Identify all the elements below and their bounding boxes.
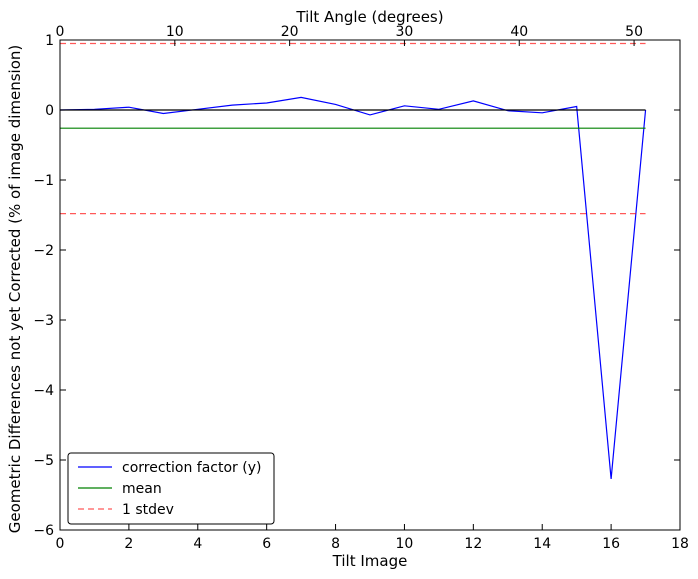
top-x-tick-label: 40 — [510, 24, 528, 40]
x-tick-label: 4 — [193, 536, 202, 552]
x-tick-label: 6 — [262, 536, 271, 552]
x-tick-label: 2 — [124, 536, 133, 552]
legend: correction factor (y) mean 1 stdev — [67, 452, 275, 525]
y-tick-label: −2 — [33, 243, 54, 259]
x-tick-label: 0 — [56, 536, 65, 552]
series-line-0 — [59, 96, 647, 479]
x-tick-label: 16 — [602, 536, 620, 552]
legend-box — [67, 452, 275, 525]
top-x-tick-label: 10 — [166, 24, 184, 40]
x-tick-label: 12 — [464, 536, 482, 552]
top-x-axis-title: Tilt Angle (degrees) — [295, 8, 443, 26]
plot-lines — [59, 42, 647, 479]
top-x-tick-label: 30 — [396, 24, 414, 40]
top-x-tick-label: 50 — [625, 24, 643, 40]
legend-label: mean — [122, 481, 162, 497]
y-tick-label: 0 — [45, 103, 54, 119]
y-tick-label: 1 — [45, 33, 54, 49]
legend-label: 1 stdev — [122, 502, 174, 518]
y-tick-label: −5 — [33, 453, 54, 469]
x-axis-title: Tilt Image — [332, 552, 408, 570]
top-x-tick-label: 0 — [56, 24, 65, 40]
plot-frame — [59, 39, 681, 531]
x-tick-label: 10 — [396, 536, 414, 552]
y-tick-label: −3 — [33, 313, 54, 329]
x-tick-label: 14 — [533, 536, 551, 552]
y-tick-label: −1 — [33, 173, 54, 189]
x-tick-label: 8 — [331, 536, 340, 552]
y-tick-label: −4 — [33, 383, 54, 399]
x-tick-label: 18 — [671, 536, 689, 552]
y-tick-label: −6 — [33, 523, 54, 539]
ticks — [59, 39, 681, 531]
y-axis-title: Geometric Differences not yet Corrected … — [6, 45, 24, 534]
legend-label: correction factor (y) — [122, 460, 261, 476]
top-x-tick-label: 20 — [281, 24, 299, 40]
